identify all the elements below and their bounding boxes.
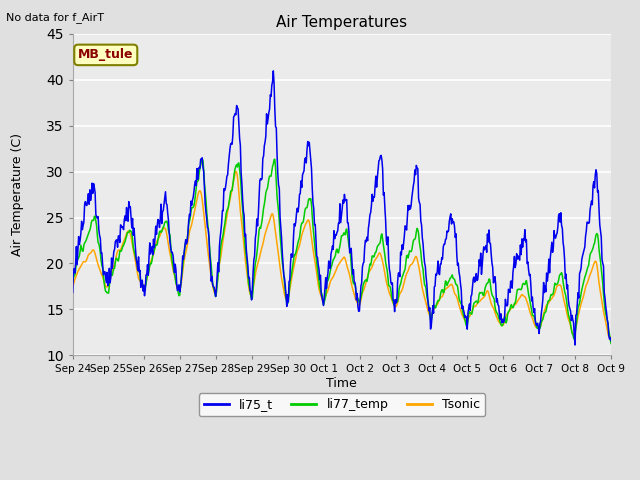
Tsonic bbox=[217, 253, 225, 259]
li75_t bbox=[607, 338, 615, 344]
Tsonic bbox=[424, 306, 431, 312]
Legend: li75_t, li77_temp, Tsonic: li75_t, li77_temp, Tsonic bbox=[198, 394, 485, 417]
li77_temp bbox=[189, 205, 196, 211]
X-axis label: Time: Time bbox=[326, 377, 357, 390]
Tsonic bbox=[605, 334, 613, 340]
Tsonic bbox=[134, 272, 141, 278]
Text: MB_tule: MB_tule bbox=[78, 48, 134, 61]
Title: Air Temperatures: Air Temperatures bbox=[276, 15, 408, 30]
li75_t bbox=[79, 227, 86, 232]
Line: li77_temp: li77_temp bbox=[73, 159, 611, 344]
Line: li75_t: li75_t bbox=[73, 71, 611, 345]
li77_temp bbox=[424, 297, 431, 302]
li77_temp bbox=[217, 243, 225, 249]
li77_temp bbox=[79, 248, 86, 254]
li75_t bbox=[424, 293, 431, 299]
Y-axis label: Air Temperature (C): Air Temperature (C) bbox=[11, 133, 24, 256]
Tsonic bbox=[232, 168, 240, 174]
Line: Tsonic: Tsonic bbox=[73, 171, 611, 337]
Tsonic bbox=[408, 261, 415, 267]
Tsonic bbox=[189, 218, 196, 224]
li75_t bbox=[134, 268, 141, 274]
li75_t bbox=[269, 68, 277, 74]
li77_temp bbox=[69, 278, 77, 284]
Tsonic bbox=[69, 284, 77, 289]
li75_t bbox=[408, 195, 415, 201]
li75_t bbox=[572, 342, 579, 348]
li77_temp bbox=[408, 247, 415, 253]
li75_t bbox=[189, 197, 196, 203]
li77_temp bbox=[134, 266, 141, 272]
Tsonic bbox=[79, 261, 86, 266]
li75_t bbox=[69, 289, 77, 295]
Tsonic bbox=[607, 334, 615, 340]
Text: No data for f_AirT: No data for f_AirT bbox=[6, 12, 104, 23]
li77_temp bbox=[607, 341, 615, 347]
li75_t bbox=[217, 228, 225, 234]
li77_temp bbox=[271, 156, 278, 162]
